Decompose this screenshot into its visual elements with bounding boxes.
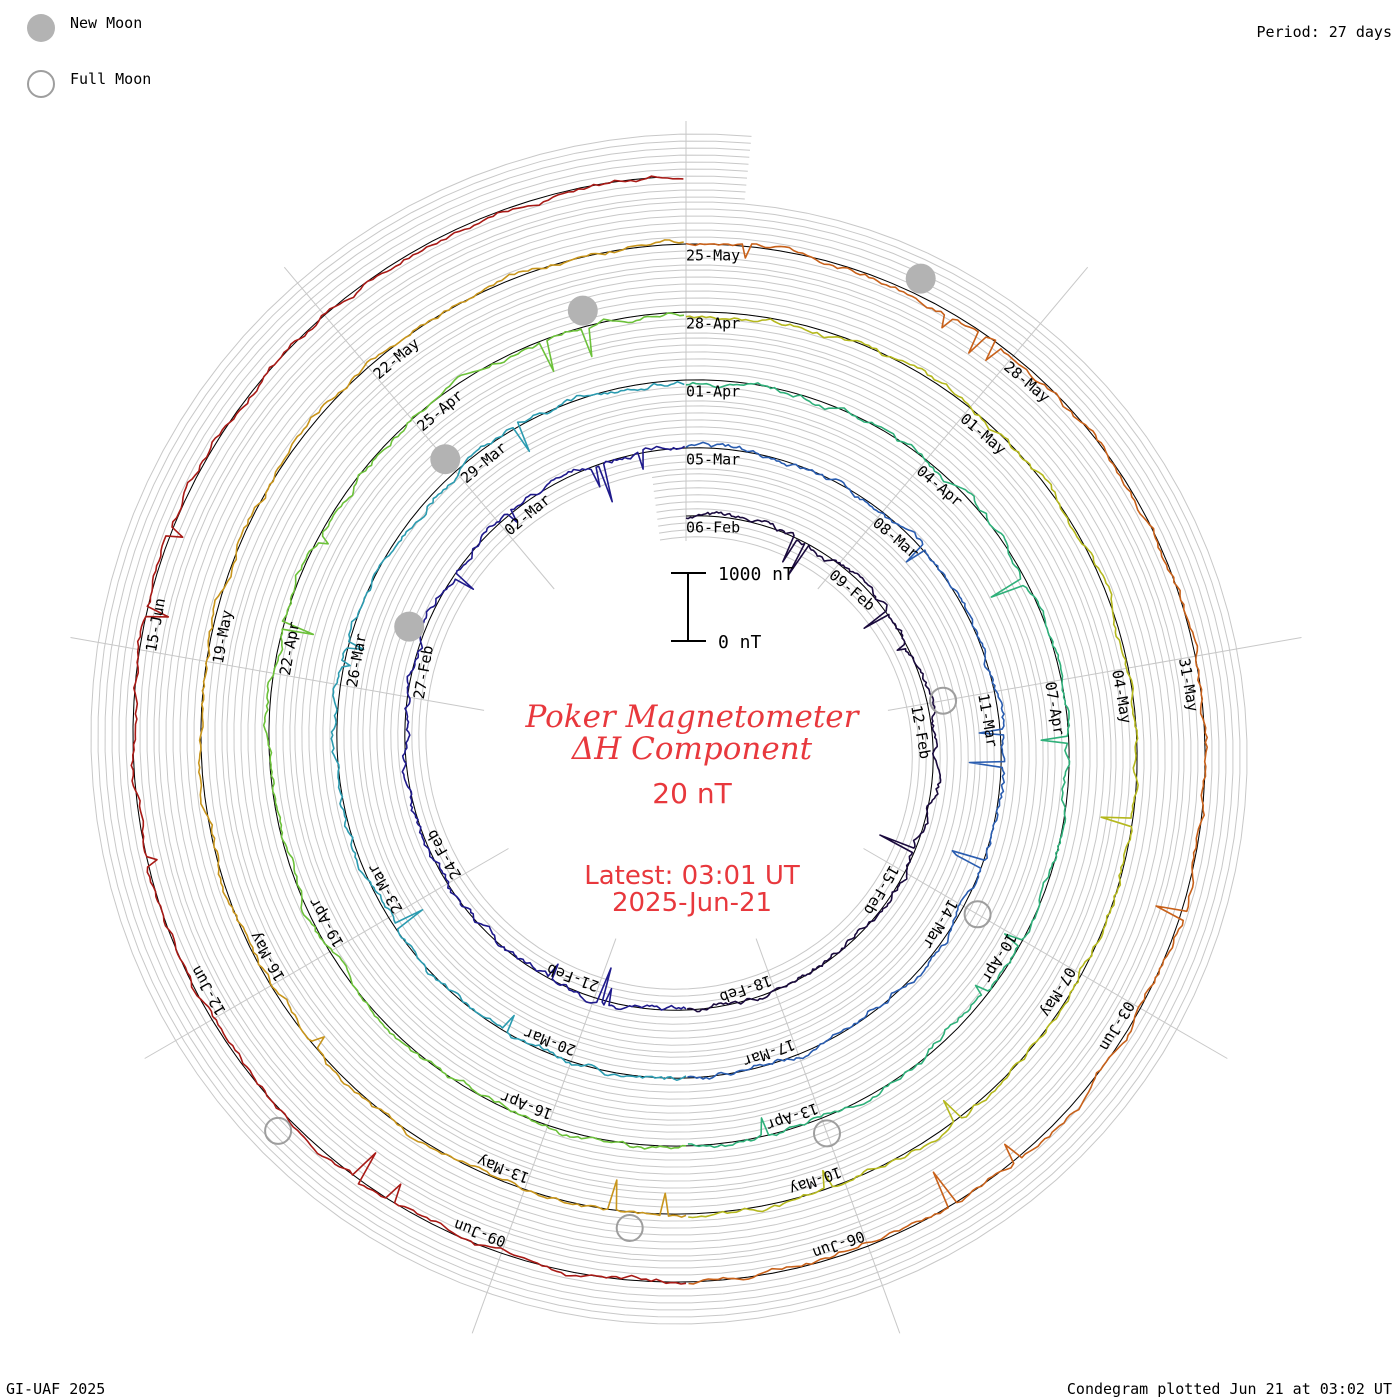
full-moon-legend-label: Full Moon — [70, 70, 151, 88]
new-moon-marker — [430, 444, 461, 475]
date-tick-label: 22-Apr — [276, 620, 303, 676]
field-trace-segment — [685, 511, 942, 1013]
full-moon-marker — [813, 1119, 841, 1148]
field-trace-segment — [685, 242, 1208, 1285]
moon-legend: New Moon Full Moon — [27, 14, 151, 98]
full-moon-marker — [615, 1214, 644, 1242]
grid-spiral-line — [104, 147, 1234, 1311]
grid-spoke — [887, 637, 1302, 711]
chart-title-line1: Poker Magnetometer — [525, 699, 861, 735]
full-moon-marker — [963, 900, 992, 929]
grid-spoke — [863, 848, 1228, 1059]
grid-spiral-line — [97, 140, 1241, 1318]
scale-value-label: 20 nT — [652, 777, 732, 810]
date-tick-label: 05-Mar — [686, 451, 740, 469]
field-trace-segment — [685, 381, 1071, 1149]
field-trace-segment — [130, 175, 687, 1285]
field-trace-segment — [401, 445, 687, 1011]
grid-spiral-line — [90, 133, 1248, 1325]
grid-spoke — [755, 938, 901, 1334]
field-trace-segment — [262, 312, 687, 1150]
field-trace-segment — [330, 380, 687, 1081]
grid-spiral-line — [153, 196, 1185, 1262]
field-trace-segment — [197, 239, 687, 1218]
new-moon-marker — [394, 611, 425, 642]
grid-spiral-line — [146, 189, 1192, 1269]
plotted-label: Condegram plotted Jun 21 at 03:02 UT — [1067, 1380, 1392, 1398]
date-tick-label: 01-Apr — [686, 383, 740, 401]
grid-spoke — [817, 266, 1089, 590]
field-traces — [130, 175, 1208, 1285]
new-moon-marker — [905, 263, 936, 294]
period-label: Period: 27 days — [1257, 23, 1392, 41]
field-trace-segment — [685, 441, 1006, 1080]
date-tick-label: 26-Mar — [343, 632, 370, 688]
date-tick-label: 28-Apr — [686, 315, 740, 333]
grid-spiral-line — [139, 182, 1199, 1276]
new-moon-legend-label: New Moon — [70, 14, 142, 32]
latest-time-label: Latest: 03:01 UT — [584, 861, 800, 891]
new-moon-legend-icon — [27, 14, 55, 42]
full-moon-marker — [929, 686, 958, 715]
grid-spoke — [283, 266, 555, 590]
field-trace-segment — [685, 315, 1139, 1219]
chart-title-line2: ΔH Component — [571, 731, 813, 767]
full-moon-legend-icon — [27, 70, 55, 98]
date-tick-label: 24-Feb — [423, 827, 466, 883]
grid-spoke — [471, 938, 617, 1334]
moon-markers — [264, 263, 992, 1242]
scale-bar: 1000 nT 0 nT — [671, 564, 794, 653]
credit-label: GI-UAF 2025 — [6, 1380, 105, 1398]
scale-bar-top-label: 1000 nT — [718, 564, 794, 585]
full-moon-marker — [264, 1116, 293, 1145]
date-tick-label: 06-Feb — [686, 519, 740, 537]
date-tick-label: 25-May — [686, 247, 740, 265]
latest-date-label: 2025-Jun-21 — [612, 888, 772, 918]
date-tick-label: 27-Feb — [410, 644, 437, 700]
scale-bar-bottom-label: 0 nT — [718, 632, 762, 653]
new-moon-marker — [567, 295, 598, 326]
